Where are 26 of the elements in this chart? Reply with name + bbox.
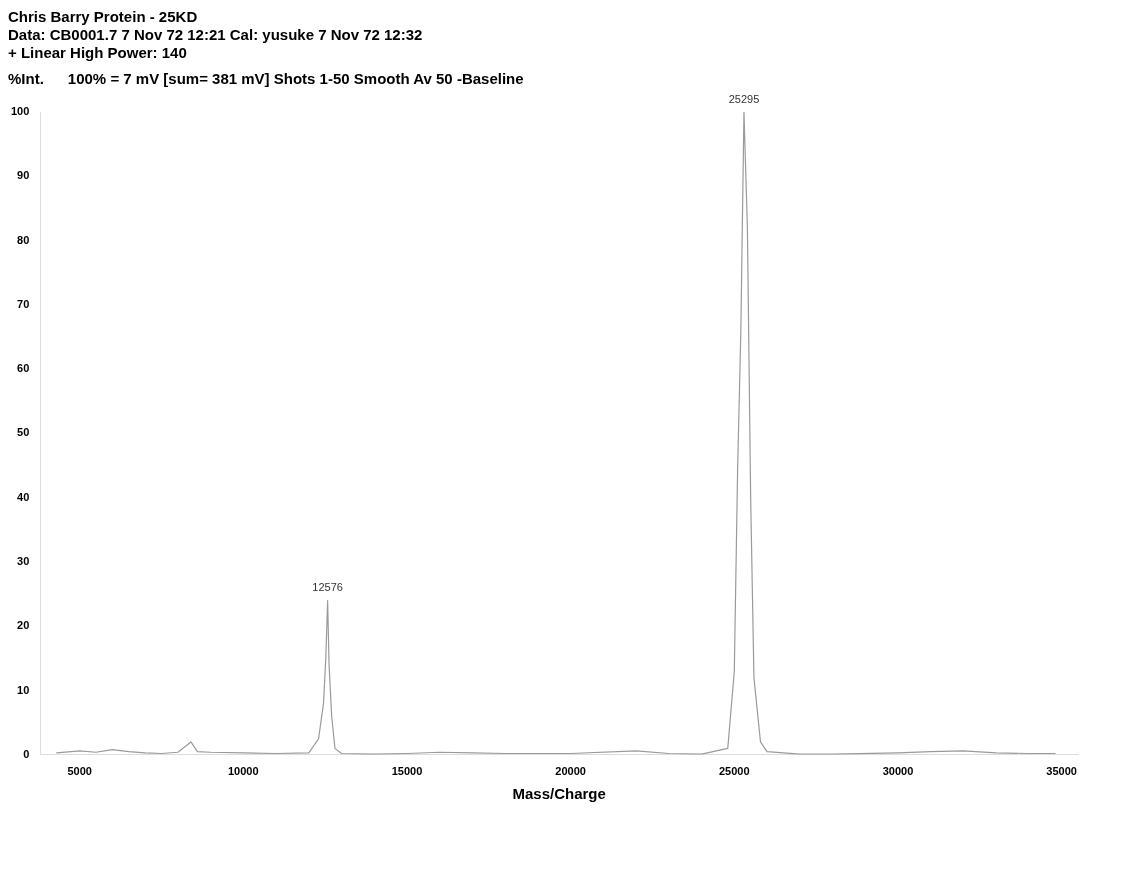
y-tick-label: 100	[10, 105, 30, 118]
text: + Linear High Power: 140	[8, 44, 188, 62]
y-tick-label: 40	[17, 490, 30, 503]
x-tick-label: 20000	[555, 765, 586, 778]
y-tick-label: 30	[17, 554, 30, 567]
y-axis-title: %Int.	[8, 70, 44, 88]
x-axis-title: Mass/Charge	[512, 785, 606, 803]
text: 100% = 7 mV [sum= 381 mV] Shots 1-50 Smooth Av 50 -Baseline	[67, 70, 524, 88]
x-tick-label: 5000	[67, 765, 92, 778]
x-tick-label: 10000	[228, 765, 259, 778]
y-tick-label: 10	[17, 683, 30, 696]
y-tick-label: 20	[17, 619, 30, 632]
x-tick-label: 35000	[1046, 765, 1077, 778]
y-tick-label: 80	[17, 233, 30, 246]
y-tick-label: 70	[17, 297, 30, 310]
chart-subtitle: Data: CB0001.7 7 Nov 72 12:21 Cal: yusuke 7 Nov 72 12:32	[8, 26, 424, 44]
y-tick-label: 0	[23, 747, 30, 760]
annotation: 12576	[312, 581, 343, 594]
y-tick-label: 60	[17, 362, 30, 375]
x-tick-label: 30000	[882, 765, 914, 778]
chart-title: Chris Barry Protein - 25KD	[8, 8, 199, 26]
y-tick-label: 90	[17, 169, 30, 182]
x-tick-label: 15000	[391, 765, 423, 778]
annotation: 25295	[728, 92, 760, 105]
y-tick-label: 50	[17, 426, 30, 439]
x-tick-label: 25000	[719, 765, 750, 778]
